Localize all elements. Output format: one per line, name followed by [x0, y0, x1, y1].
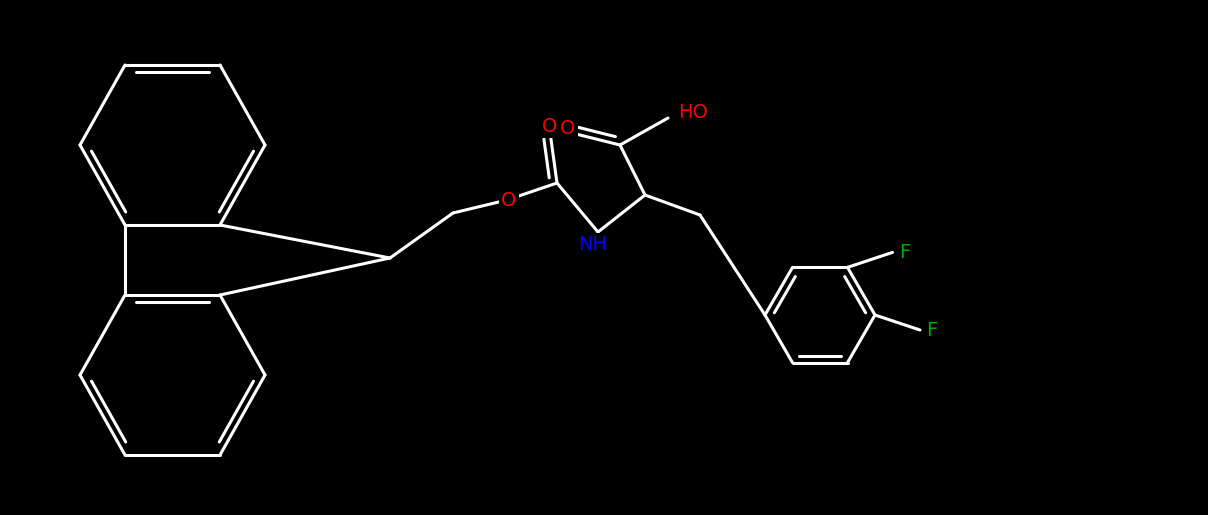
Text: HO: HO [678, 104, 708, 123]
Text: F: F [927, 320, 937, 339]
Text: O: O [501, 191, 517, 210]
Text: F: F [899, 243, 910, 262]
Text: NH: NH [579, 234, 608, 253]
Text: O: O [542, 117, 558, 136]
Text: O: O [561, 119, 576, 139]
